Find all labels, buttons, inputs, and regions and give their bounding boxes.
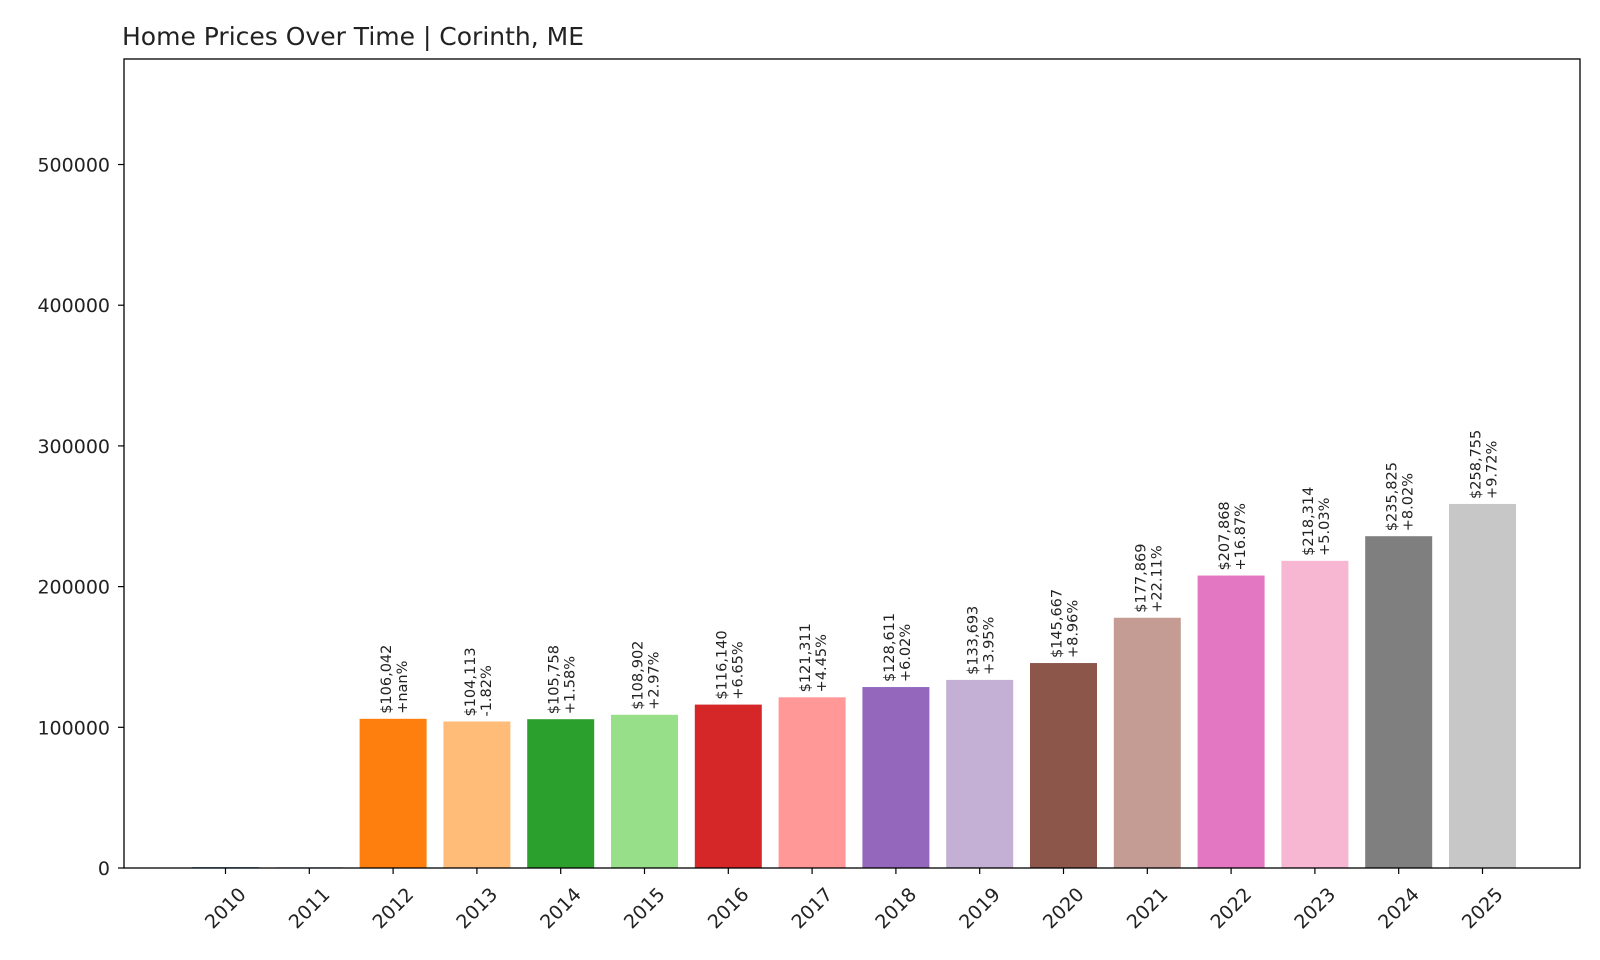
bar-2016 <box>694 704 762 868</box>
x-tick-label: 2022 <box>1206 884 1256 934</box>
bar-2018 <box>862 687 930 868</box>
y-tick-label: 100000 <box>37 717 110 739</box>
y-tick-label: 0 <box>98 858 110 880</box>
x-tick-label: 2018 <box>871 884 921 934</box>
x-tick-label: 2013 <box>452 884 502 934</box>
bars-layer <box>192 503 1516 868</box>
x-tick-label: 2024 <box>1374 884 1424 934</box>
x-tick-label: 2023 <box>1290 884 1340 934</box>
bar-2013 <box>443 721 511 868</box>
bar-change-label: +6.65% <box>730 641 746 699</box>
y-tick-label: 200000 <box>37 577 110 599</box>
bar-price-label: $235,825+8.02% <box>1385 462 1417 531</box>
bar-2012 <box>359 718 427 868</box>
bar-price-label: $177,869+22.11% <box>1133 544 1165 613</box>
x-tick-label: 2016 <box>704 884 754 934</box>
x-tick-label: 2025 <box>1458 884 1508 934</box>
bar-price-label: $207,868+16.87% <box>1217 501 1249 570</box>
y-axis: 0 100000 200000 300000 400000 500000 <box>37 155 124 880</box>
bar-2020 <box>1030 663 1097 868</box>
bar-2015 <box>611 714 678 868</box>
bar-change-label: +9.72% <box>1485 441 1501 499</box>
bar-price-label: $145,667+8.96% <box>1050 589 1082 658</box>
bar-change-label: +8.96% <box>1066 600 1082 658</box>
x-axis: 2010 2011 2012 2013 2014 2015 2016 2017 2018 2019… <box>201 868 1508 933</box>
bar-price-label: $108,902+2.97% <box>631 641 663 710</box>
bar-change-label: +3.95% <box>982 617 998 675</box>
bar-2023 <box>1281 560 1349 868</box>
bar-price-label: $218,314+5.03% <box>1301 487 1333 556</box>
bar-2021 <box>1113 617 1181 868</box>
x-tick-label: 2011 <box>285 884 335 934</box>
bar-change-label: +8.02% <box>1401 473 1417 531</box>
x-tick-label: 2010 <box>201 884 251 934</box>
bar-price-label: $121,311+4.45% <box>798 623 830 692</box>
x-tick-label: 2012 <box>368 884 418 934</box>
bar-price-label: $116,140+6.65% <box>714 630 746 699</box>
y-tick-label: 400000 <box>37 295 110 317</box>
y-tick-label: 500000 <box>37 155 110 177</box>
x-tick-label: 2021 <box>1123 884 1173 934</box>
bar-2024 <box>1365 536 1433 868</box>
x-tick-label: 2015 <box>620 884 670 934</box>
x-tick-label: 2014 <box>536 884 586 934</box>
bar-labels-layer: $106,042+nan% $104,113-1.82% $105,758+1.58… <box>379 430 1500 717</box>
bar-price-label: $105,758+1.58% <box>547 645 579 714</box>
bar-2014 <box>527 719 595 868</box>
bar-change-label: +4.45% <box>814 634 830 692</box>
chart-title: Home Prices Over Time | Corinth, ME <box>122 22 584 51</box>
bar-2022 <box>1197 575 1265 868</box>
bar-price-label: $106,042+nan% <box>379 645 411 714</box>
x-tick-label: 2019 <box>955 884 1005 934</box>
bar-price-label: $258,755+9.72% <box>1469 430 1501 499</box>
bar-change-label: +1.58% <box>563 656 579 714</box>
y-tick-label: 300000 <box>37 436 110 458</box>
bar-change-label: +22.11% <box>1149 545 1165 612</box>
bar-change-label: +6.02% <box>898 624 914 682</box>
bar-change-label: +16.87% <box>1233 503 1249 570</box>
plot-frame <box>123 58 1581 869</box>
x-tick-label: 2017 <box>787 884 837 934</box>
bar-2019 <box>946 679 1014 868</box>
bar-2017 <box>778 697 846 868</box>
x-tick-label: 2020 <box>1039 884 1089 934</box>
bar-change-label: +2.97% <box>647 652 663 710</box>
bar-change-label: +5.03% <box>1317 498 1333 556</box>
bar-price-label: $133,693+3.95% <box>966 606 998 675</box>
bar-change-label: +nan% <box>395 661 411 714</box>
bar-price-label: $128,611+6.02% <box>882 613 914 682</box>
bar-2025 <box>1449 503 1516 868</box>
bar-change-label: -1.82% <box>479 665 495 716</box>
bar-price-label: $104,113-1.82% <box>463 647 495 716</box>
